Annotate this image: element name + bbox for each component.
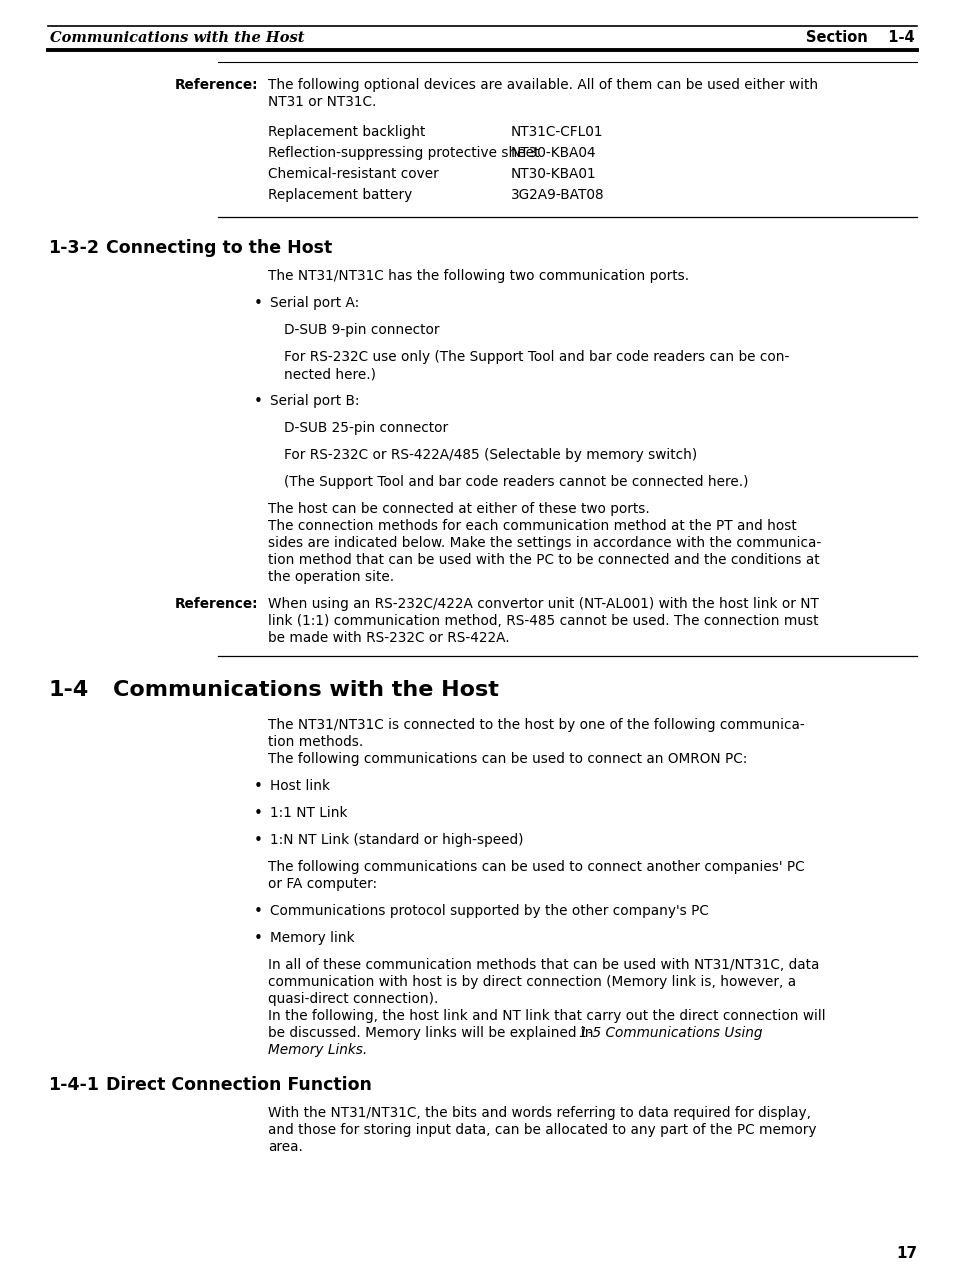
Text: tion methods.: tion methods. — [268, 735, 363, 749]
Text: •: • — [253, 931, 262, 946]
Text: 1-5 Communications Using: 1-5 Communications Using — [578, 1026, 761, 1040]
Text: NT31 or NT31C.: NT31 or NT31C. — [268, 95, 376, 109]
Text: The following communications can be used to connect an OMRON PC:: The following communications can be used… — [268, 752, 747, 766]
Text: Replacement backlight: Replacement backlight — [268, 126, 425, 139]
Text: NT30-KBA04: NT30-KBA04 — [510, 146, 596, 160]
Text: •: • — [253, 904, 262, 919]
Text: •: • — [253, 806, 262, 820]
Text: •: • — [253, 295, 262, 311]
Text: D-SUB 25-pin connector: D-SUB 25-pin connector — [284, 421, 448, 435]
Text: nected here.): nected here.) — [284, 366, 375, 380]
Text: Memory Links.: Memory Links. — [268, 1044, 367, 1058]
Text: Serial port A:: Serial port A: — [270, 295, 359, 309]
Text: or FA computer:: or FA computer: — [268, 877, 377, 891]
Text: Communications with the Host: Communications with the Host — [50, 30, 304, 44]
Text: Communications protocol supported by the other company's PC: Communications protocol supported by the… — [270, 904, 708, 918]
Text: NT30-KBA01: NT30-KBA01 — [510, 167, 596, 181]
Text: Memory link: Memory link — [270, 931, 355, 945]
Text: (The Support Tool and bar code readers cannot be connected here.): (The Support Tool and bar code readers c… — [284, 476, 748, 489]
Text: Reflection-suppressing protective sheet: Reflection-suppressing protective sheet — [268, 146, 539, 160]
Text: The following optional devices are available. All of them can be used either wit: The following optional devices are avail… — [268, 79, 818, 93]
Text: and those for storing input data, can be allocated to any part of the PC memory: and those for storing input data, can be… — [268, 1123, 816, 1137]
Text: The host can be connected at either of these two ports.: The host can be connected at either of t… — [268, 502, 649, 516]
Text: the operation site.: the operation site. — [268, 571, 394, 585]
Text: Serial port B:: Serial port B: — [270, 394, 359, 408]
Text: 1-4-1: 1-4-1 — [48, 1077, 99, 1094]
Text: Replacement battery: Replacement battery — [268, 188, 412, 202]
Text: communication with host is by direct connection (Memory link is, however, a: communication with host is by direct con… — [268, 975, 796, 989]
Text: •: • — [253, 394, 262, 410]
Text: Reference:: Reference: — [174, 597, 258, 611]
Text: In the following, the host link and NT link that carry out the direct connection: In the following, the host link and NT l… — [268, 1009, 825, 1023]
Text: The connection methods for each communication method at the PT and host: The connection methods for each communic… — [268, 519, 796, 533]
Text: For RS-232C use only (The Support Tool and bar code readers can be con-: For RS-232C use only (The Support Tool a… — [284, 350, 789, 364]
Text: In all of these communication methods that can be used with NT31/NT31C, data: In all of these communication methods th… — [268, 959, 819, 973]
Text: When using an RS-232C/422A convertor unit (NT-AL001) with the host link or NT: When using an RS-232C/422A convertor uni… — [268, 597, 819, 611]
Text: 1-3-2: 1-3-2 — [48, 238, 99, 257]
Text: Reference:: Reference: — [174, 79, 258, 93]
Text: •: • — [253, 833, 262, 848]
Text: 1:1 NT Link: 1:1 NT Link — [270, 806, 348, 820]
Text: The following communications can be used to connect another companies' PC: The following communications can be used… — [268, 860, 804, 874]
Text: quasi-direct connection).: quasi-direct connection). — [268, 992, 438, 1006]
Text: Chemical-resistant cover: Chemical-resistant cover — [268, 167, 438, 181]
Text: D-SUB 9-pin connector: D-SUB 9-pin connector — [284, 323, 439, 337]
Text: For RS-232C or RS-422A/485 (Selectable by memory switch): For RS-232C or RS-422A/485 (Selectable b… — [284, 448, 697, 462]
Text: link (1:1) communication method, RS-485 cannot be used. The connection must: link (1:1) communication method, RS-485 … — [268, 614, 818, 628]
Text: 17: 17 — [895, 1246, 916, 1260]
Text: 1-4: 1-4 — [48, 680, 89, 700]
Text: Section    1-4: Section 1-4 — [805, 30, 914, 46]
Text: Communications with the Host: Communications with the Host — [113, 680, 498, 700]
Text: 3G2A9-BAT08: 3G2A9-BAT08 — [510, 188, 603, 202]
Text: 1:N NT Link (standard or high-speed): 1:N NT Link (standard or high-speed) — [270, 833, 523, 847]
Text: •: • — [253, 779, 262, 794]
Text: tion method that can be used with the PC to be connected and the conditions at: tion method that can be used with the PC… — [268, 553, 819, 567]
Text: With the NT31/NT31C, the bits and words referring to data required for display,: With the NT31/NT31C, the bits and words … — [268, 1106, 810, 1120]
Text: sides are indicated below. Make the settings in accordance with the communica-: sides are indicated below. Make the sett… — [268, 536, 821, 550]
Text: NT31C-CFL01: NT31C-CFL01 — [510, 126, 602, 139]
Text: be made with RS-232C or RS-422A.: be made with RS-232C or RS-422A. — [268, 631, 509, 645]
Text: Host link: Host link — [270, 779, 330, 792]
Text: The NT31/NT31C has the following two communication ports.: The NT31/NT31C has the following two com… — [268, 269, 689, 283]
Text: The NT31/NT31C is connected to the host by one of the following communica-: The NT31/NT31C is connected to the host … — [268, 718, 804, 732]
Text: Direct Connection Function: Direct Connection Function — [106, 1077, 372, 1094]
Text: Connecting to the Host: Connecting to the Host — [106, 238, 332, 257]
Text: area.: area. — [268, 1140, 303, 1154]
Text: be discussed. Memory links will be explained in: be discussed. Memory links will be expla… — [268, 1026, 598, 1040]
